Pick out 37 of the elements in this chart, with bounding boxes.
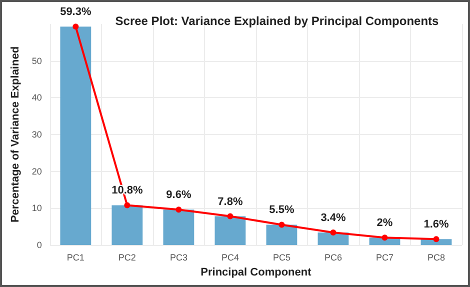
point xyxy=(330,229,336,236)
data-label: 9.6% xyxy=(166,189,192,202)
chart-title: Scree Plot: Variance Explained by Principal Components xyxy=(115,14,440,28)
y-tick-label: 0 xyxy=(36,240,42,250)
data-label: 1.6% xyxy=(424,218,449,231)
point xyxy=(278,222,285,228)
bar xyxy=(112,205,143,245)
data-label: 3.4% xyxy=(320,212,346,224)
bar xyxy=(214,216,246,245)
y-tick-label: 50 xyxy=(32,56,42,66)
point xyxy=(433,236,440,242)
y-tick-label: 30 xyxy=(32,130,42,140)
point xyxy=(124,202,130,208)
x-tick-label: PC8 xyxy=(427,252,445,262)
point xyxy=(382,234,388,241)
x-axis-title: Principal Component xyxy=(200,266,312,278)
data-label: 59.3% xyxy=(60,6,92,18)
point xyxy=(227,213,234,220)
y-tick-label: 20 xyxy=(32,166,42,176)
y-axis-title: Percentage of Variance Explained xyxy=(10,46,22,223)
point xyxy=(72,24,79,30)
data-label: 5.5% xyxy=(269,204,294,216)
x-tick-label: PC6 xyxy=(324,252,342,262)
data-label: 7.8% xyxy=(218,196,243,208)
y-tick-label: 40 xyxy=(32,92,42,103)
x-tick-label: PC3 xyxy=(170,252,188,262)
x-tick-label: PC7 xyxy=(376,252,394,262)
bar xyxy=(163,210,194,245)
y-tick-label: 10 xyxy=(32,203,42,214)
bar xyxy=(60,26,92,245)
x-tick-label: PC5 xyxy=(272,252,290,262)
data-label: 2% xyxy=(376,217,393,230)
bar xyxy=(266,224,298,245)
x-tick-label: PC2 xyxy=(118,252,136,262)
x-tick-label: PC1 xyxy=(66,252,84,262)
x-tick-label: PC4 xyxy=(221,252,239,262)
point xyxy=(176,206,182,213)
